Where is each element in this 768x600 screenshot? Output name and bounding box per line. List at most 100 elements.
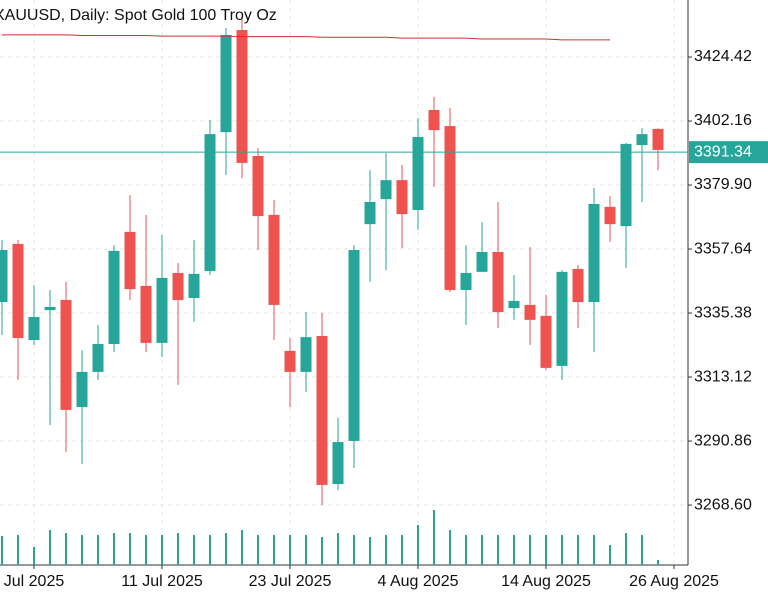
candle-body <box>572 268 584 303</box>
volume-bar <box>305 535 307 565</box>
candle-body <box>620 143 632 227</box>
candle-body <box>108 250 120 345</box>
candle-body <box>236 30 248 163</box>
candle-body <box>652 128 664 150</box>
volume-bar <box>257 535 259 565</box>
candle-body <box>380 180 392 200</box>
candle-body <box>60 300 72 410</box>
volume-bar <box>81 535 83 565</box>
volume-bar <box>145 535 147 565</box>
candle-body <box>124 231 136 290</box>
y-tick-label: 3402.16 <box>694 112 752 129</box>
candle-body <box>188 273 200 299</box>
volume-bar <box>561 535 563 565</box>
volume-bar <box>353 535 355 565</box>
candle-body <box>332 442 344 485</box>
volume-bar <box>209 535 211 565</box>
volume-bar <box>497 535 499 565</box>
candle-body <box>172 273 184 301</box>
candle-body <box>12 243 24 338</box>
volume-bar <box>33 547 35 565</box>
volume-bar <box>129 533 131 565</box>
candle-body <box>396 180 408 215</box>
candle-body <box>588 204 600 303</box>
y-tick-label: 3313.12 <box>694 368 752 385</box>
y-tick-label: 3335.38 <box>694 304 752 321</box>
x-tick-label: 4 Aug 2025 <box>378 573 459 590</box>
candle-body <box>0 250 8 303</box>
candle-body <box>140 285 152 343</box>
volume-bar <box>97 535 99 565</box>
candle-body <box>92 344 104 372</box>
volume-bar <box>113 533 115 565</box>
candle-body <box>204 134 216 271</box>
y-tick-label: 3379.90 <box>694 176 752 193</box>
candle-body <box>460 273 472 290</box>
volume-bar <box>49 530 51 565</box>
volume-bar <box>161 535 163 565</box>
candle-body <box>636 134 648 146</box>
volume-bar <box>625 533 627 565</box>
moving-average <box>2 34 610 41</box>
candle-body <box>492 252 504 313</box>
candle-body <box>476 252 488 272</box>
y-tick-label: 3290.86 <box>694 432 752 449</box>
candle-body <box>44 306 56 311</box>
x-tick-label: 26 Aug 2025 <box>629 573 719 590</box>
volume-bar <box>449 530 451 565</box>
volume-bar <box>513 535 515 565</box>
volume-bar <box>417 525 419 565</box>
candle-body <box>284 350 296 372</box>
last-price-label: 3391.34 <box>694 143 752 160</box>
candle-body <box>316 335 328 485</box>
x-tick-label: 11 Jul 2025 <box>121 573 203 590</box>
candle-body <box>412 137 424 211</box>
candle-body <box>348 250 360 441</box>
volume-bar <box>641 535 643 565</box>
candle-body <box>156 277 168 343</box>
candle-body <box>268 214 280 305</box>
candle-body <box>428 109 440 131</box>
volume-bar <box>657 560 659 565</box>
candle-body <box>364 201 376 225</box>
volume-bar <box>433 510 435 565</box>
candle-body <box>444 126 456 290</box>
volume-bar <box>193 535 195 565</box>
y-tick-label: 3268.60 <box>694 496 752 513</box>
candle-body <box>540 315 552 368</box>
volume-bar <box>529 535 531 565</box>
volume-bar <box>241 530 243 565</box>
candle-body <box>300 337 312 372</box>
volume-bar <box>273 535 275 565</box>
candle-body <box>76 371 88 408</box>
volume-bar <box>337 533 339 565</box>
candle-body <box>252 155 264 217</box>
candle-body <box>220 34 232 133</box>
y-tick-label: 3424.42 <box>694 48 752 65</box>
chart-title: XAUUSD, Daily: Spot Gold 100 Troy Oz <box>0 7 277 24</box>
volume-bar <box>401 535 403 565</box>
volume-bar <box>609 545 611 565</box>
candle-body <box>556 271 568 366</box>
volume-bar <box>481 535 483 565</box>
candle-body <box>28 317 40 341</box>
x-tick-label: 23 Jul 2025 <box>249 573 332 590</box>
candle-body <box>604 206 616 225</box>
volume-bar <box>369 537 371 565</box>
volume-bar <box>385 535 387 565</box>
x-tick-label: Jul 2025 <box>4 573 65 590</box>
volume-bar <box>321 537 323 565</box>
volume-bar <box>17 535 19 565</box>
x-tick-label: 14 Aug 2025 <box>501 573 591 590</box>
last-price-box <box>689 141 768 164</box>
volume-bar <box>225 533 227 565</box>
volume-bar <box>65 533 67 565</box>
volume-bar <box>177 533 179 565</box>
volume-bar <box>1 536 3 565</box>
candle-body <box>524 304 536 320</box>
volume-bar <box>465 535 467 565</box>
y-tick-label: 3357.64 <box>694 240 752 257</box>
volume-bar <box>289 535 291 565</box>
volume-bar <box>593 535 595 565</box>
